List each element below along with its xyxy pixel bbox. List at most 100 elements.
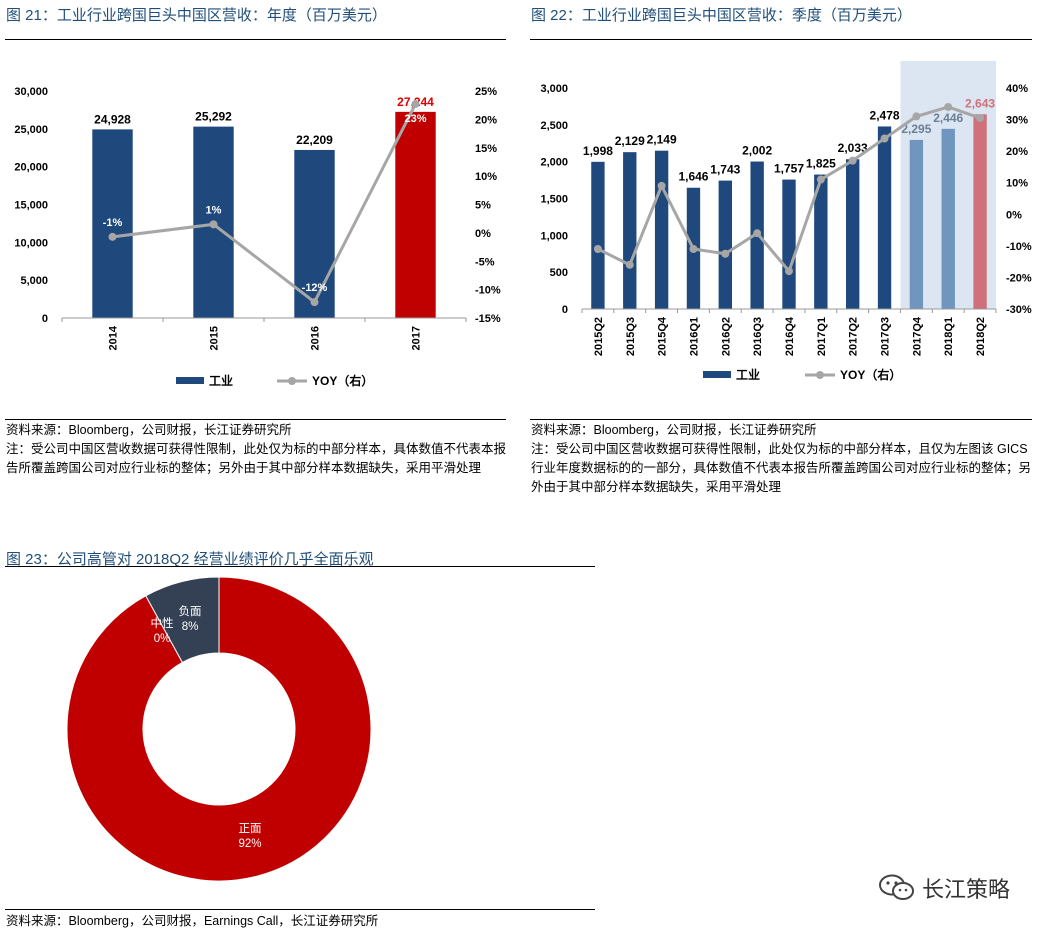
right-axis-tick-label: 25% [475,86,497,98]
yoy-point-2014 [108,232,117,241]
legend-bar-swatch [703,371,731,378]
donut-percent-label: 8% [182,621,199,633]
category-label: 2016 [310,326,322,350]
right-axis-tick-label: 20% [475,114,497,126]
yoy-point-2015Q2 [593,245,602,254]
legend-bar-label: 工业 [736,367,760,382]
donut-percent-label: 0% [154,633,171,645]
left-axis-tick-label: 30,000 [14,86,48,98]
bar-2018Q2 [973,114,987,309]
left-axis-tick-label: 1,000 [540,230,568,242]
legend-line-label: YOY（右） [840,367,901,382]
bar-2017Q3 [877,126,892,309]
left-axis-tick-label: 500 [550,267,568,279]
yoy-value-label: 1% [206,204,222,216]
left-axis-tick-label: 2,500 [540,120,568,132]
bar-value-label: 1,743 [710,163,740,177]
figure-22-note: 注：受公司中国区营收数据可获得性限制，此处仅为标的中部分样本，且仅为左图该 GI… [531,442,1032,494]
right-axis-tick-label: 10% [475,171,497,183]
bar-value-label: 2,295 [901,122,931,136]
annual-revenue-chart: 0 5,000 10,000 15,000 20,000 25,000 30,000 -15%… [14,86,501,388]
yoy-point-2015Q4 [657,181,666,190]
bar-2016Q2 [718,180,732,309]
yoy-point-2016Q2 [721,249,730,258]
donut-percent-label: 92% [238,838,261,850]
bar-value-label: 2,478 [870,108,900,122]
bar-value-label: 24,928 [94,112,131,126]
right-axis-tick-label: 0% [475,228,491,240]
bar-value-label: 1,646 [678,170,708,184]
left-axis-tick-label: 5,000 [20,275,48,287]
figure-22-source: 资料来源：Bloomberg，公司财报，长江证券研究所 [531,423,817,437]
right-axis-tick-label: -20% [1006,272,1032,284]
bar-value-label: 1,825 [806,157,836,171]
left-axis-tick-label: 15,000 [14,200,48,212]
executive-sentiment-donut: 正面 92% 中性 0% 负面 8% [66,576,372,882]
watermark: 长江策略 [878,872,1010,904]
right-axis-tick-label: 0% [1006,209,1022,221]
yoy-point-2016Q3 [753,229,762,238]
yoy-value-label: -1% [103,217,123,229]
yoy-point-2016Q4 [785,267,793,276]
watermark-text: 长江策略 [921,877,1010,902]
right-axis-tick-label: 30% [1006,115,1028,127]
bar-value-label: 2,002 [742,144,772,158]
yoy-point-2017Q3 [880,134,889,143]
yoy-point-2017Q1 [816,175,825,184]
figure-22-top-rule [530,39,1032,40]
category-label: 2015Q3 [625,317,637,356]
bar-2014 [92,129,133,318]
right-axis-tick-label: 5% [475,200,491,212]
category-label: 2017Q1 [816,317,828,356]
left-axis-tick-label: 1,500 [540,194,568,206]
right-axis-tick-label: 40% [1006,83,1028,95]
figure-23-bottom-rule [5,909,595,910]
bar-2015Q3 [623,152,637,309]
left-axis-tick-label: 0 [42,313,48,325]
bar-2017 [395,111,436,319]
figure-23-top-rule [5,566,595,567]
category-label: 2016Q1 [688,317,700,356]
figure-22-bottom-rule [530,419,1032,420]
bar-value-label: 2,033 [838,141,868,155]
category-label: 2018Q1 [943,317,955,356]
figure-21-bottom-rule [5,419,506,420]
right-axis-tick-label: -10% [475,285,501,297]
category-label: 2017Q4 [911,316,923,356]
left-axis-tick-label: 25,000 [14,124,48,136]
category-label: 2016Q4 [784,316,796,356]
legend-bar-label: 工业 [209,373,233,388]
right-axis-tick-label: -30% [1006,304,1032,316]
yoy-line [112,103,417,305]
legend-line-label: YOY（右） [312,373,373,388]
left-axis-tick-label: 3,000 [540,83,568,95]
yoy-point-2018Q2 [976,113,985,122]
legend-line-marker [816,371,824,379]
yoy-point-2017Q2 [848,156,857,165]
category-label: 2015Q2 [593,317,605,356]
bar-2017Q1 [814,174,828,309]
figure-22-title: 图 22：工业行业跨国巨头中国区营收：季度（百万美元） [531,7,912,24]
left-axis-tick-label: 20,000 [14,162,48,174]
figure-21-title: 图 21：工业行业跨国巨头中国区营收：年度（百万美元） [6,7,387,24]
yoy-point-2015 [209,220,218,229]
yoy-point-2015Q3 [625,260,634,269]
left-axis-tick-label: 10,000 [14,237,48,249]
yoy-point-2017Q4 [912,112,921,121]
category-label: 2017 [411,326,423,350]
category-label: 2015Q4 [657,316,669,356]
donut-category-label: 负面 [179,604,202,618]
bar-value-label: 2,446 [933,111,963,125]
legend-bar-swatch [176,377,204,384]
yoy-value-label: -12% [302,282,328,294]
yoy-value-label: 23% [404,113,426,125]
bar-value-label: 2,129 [615,134,645,148]
right-axis-tick-label: -5% [475,256,495,268]
figure-23-source: 资料来源：Bloomberg，公司财报，Earnings Call，长江证券研究… [6,914,379,928]
figure-21-source: 资料来源：Bloomberg，公司财报，长江证券研究所 [6,423,292,437]
donut-slice-正面 [66,576,372,882]
category-label: 2015 [209,326,221,350]
right-axis-tick-label: 15% [475,143,497,155]
yoy-point-2017 [411,100,420,109]
bar-2016Q4 [782,179,796,309]
